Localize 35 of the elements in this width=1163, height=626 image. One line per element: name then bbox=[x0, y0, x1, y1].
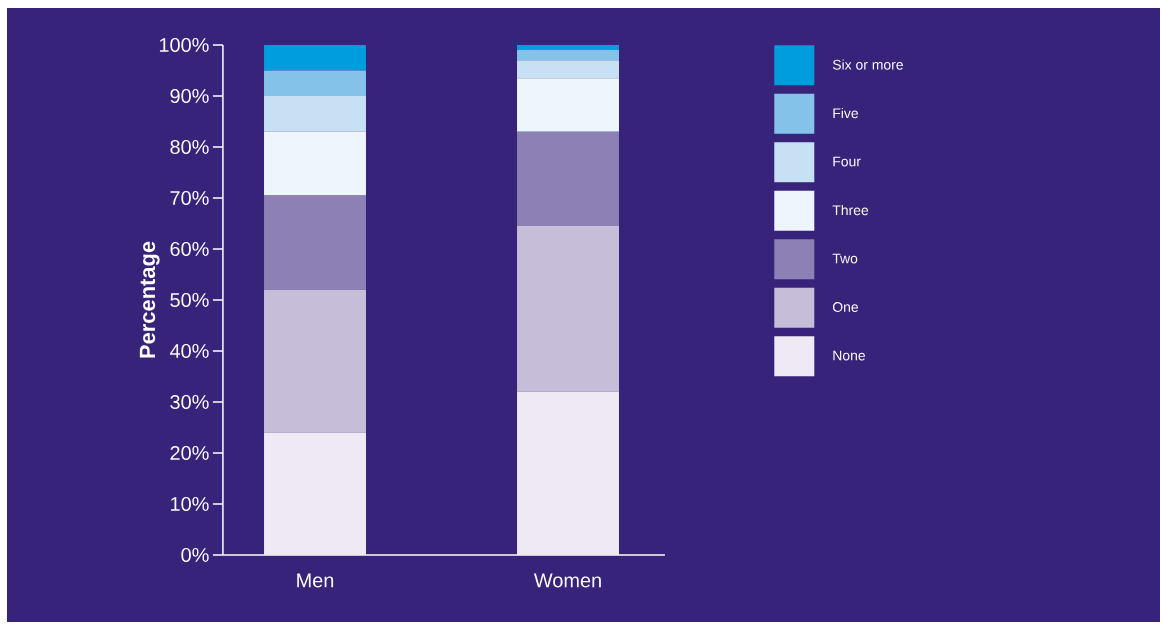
bar bbox=[517, 44, 619, 51]
text: Two bbox=[832, 253, 858, 264]
y-tick-label: 0% bbox=[181, 547, 209, 563]
text: One bbox=[832, 302, 859, 312]
text: Five bbox=[833, 107, 859, 119]
text: Six or more bbox=[832, 59, 903, 70]
bar bbox=[264, 289, 366, 433]
text: Four bbox=[833, 156, 861, 167]
bar bbox=[517, 226, 619, 392]
y-tick-label: 90% bbox=[170, 88, 209, 104]
y-tick-label: 60% bbox=[170, 241, 209, 257]
x-tick-label: Women bbox=[533, 573, 601, 588]
y-axis-title: Percentage bbox=[139, 241, 160, 358]
y-tick-label: 80% bbox=[170, 139, 209, 155]
bar bbox=[517, 60, 619, 79]
y-tick-label: 70% bbox=[170, 190, 209, 206]
bar bbox=[264, 195, 366, 290]
y-tick-label: 40% bbox=[169, 343, 209, 359]
bar bbox=[264, 44, 366, 71]
y-tick-label: 10% bbox=[171, 496, 209, 512]
y-tick-label: 30% bbox=[170, 394, 209, 410]
bar bbox=[517, 131, 619, 227]
y-tick-label: 100% bbox=[159, 37, 209, 53]
y-tick-label: 20% bbox=[170, 445, 209, 461]
bar bbox=[517, 50, 619, 61]
bar bbox=[264, 70, 366, 96]
bar bbox=[517, 78, 619, 132]
y-tick-label: 50% bbox=[170, 292, 209, 308]
bar bbox=[264, 131, 366, 196]
text: Three bbox=[832, 204, 869, 216]
bar bbox=[264, 95, 366, 132]
bar bbox=[264, 432, 366, 555]
bar bbox=[517, 391, 619, 555]
x-tick-label: Men bbox=[297, 573, 334, 588]
text: None bbox=[833, 350, 865, 361]
